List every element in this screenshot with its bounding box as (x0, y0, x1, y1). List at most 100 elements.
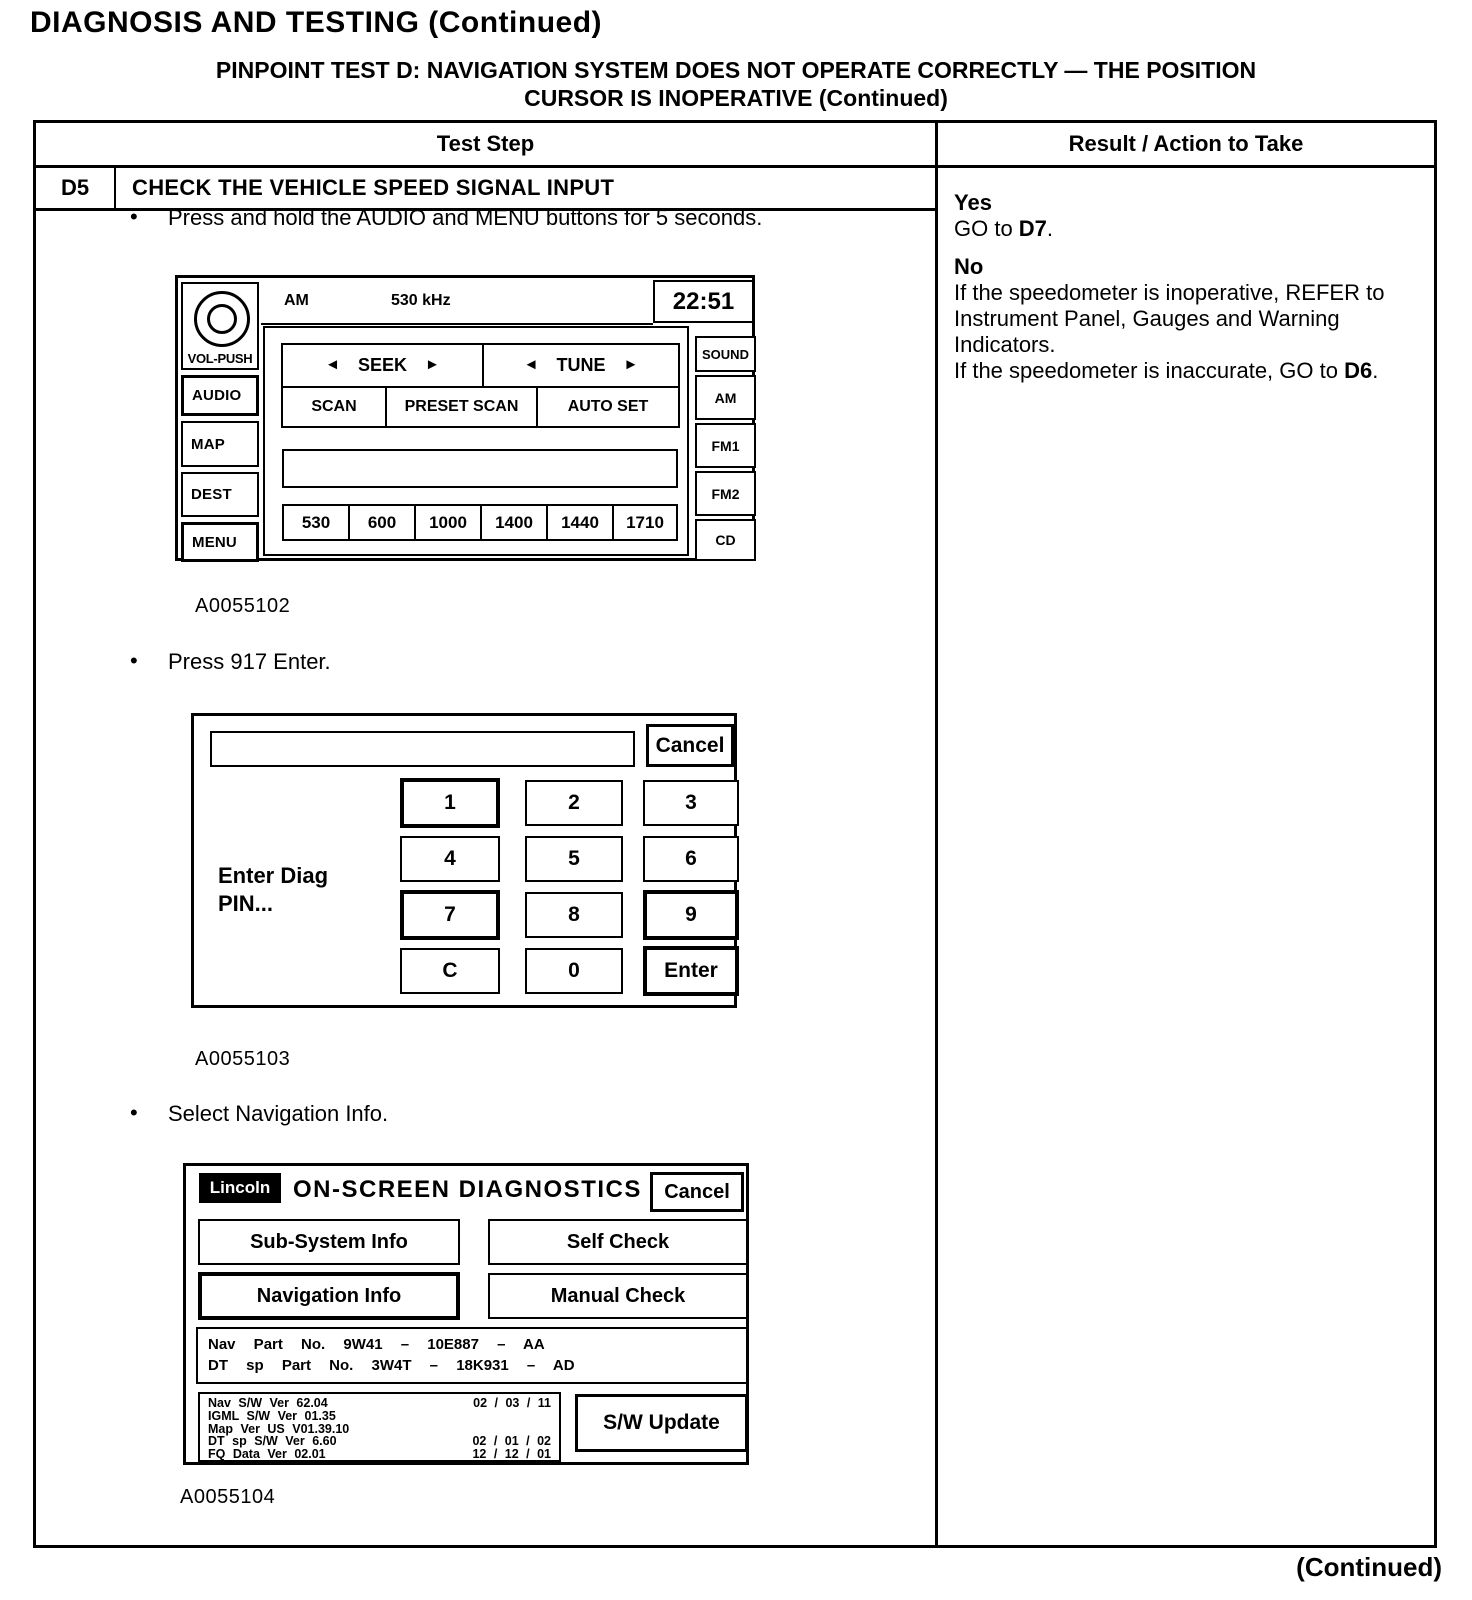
diagnostics-cancel-button[interactable]: Cancel (650, 1172, 744, 1212)
seek-right-arrow-icon[interactable]: ► (425, 356, 440, 373)
key-9[interactable]: 9 (643, 890, 739, 940)
tune-label: TUNE (556, 355, 606, 375)
seek-left-arrow-icon[interactable]: ◄ (325, 356, 340, 373)
version-row: DT sp S/W Ver 6.60 02 / 01 / 02 (208, 1435, 551, 1448)
key-7[interactable]: 7 (400, 890, 500, 940)
nav-part-number: Nav Part No. 9W41 – 10E887 – AA (208, 1336, 545, 1353)
preset-button-3[interactable]: 1000 (414, 504, 482, 541)
seek-button[interactable]: ◄ SEEK ► (281, 343, 484, 388)
onscreen-diagnostics-figure: Lincoln ON-SCREEN DIAGNOSTICS Cancel Sub… (183, 1163, 749, 1465)
key-2[interactable]: 2 (525, 780, 623, 826)
vol-push-label: VOL-PUSH (187, 351, 253, 366)
sub-system-info-button[interactable]: Sub-System Info (198, 1219, 460, 1265)
key-enter[interactable]: Enter (643, 946, 739, 996)
prompt-line-2: PIN... (218, 891, 274, 916)
yes-action-target: D7 (1018, 216, 1047, 241)
band-indicator: AM (284, 292, 309, 309)
version-label: FQ Data Ver 02.01 (208, 1447, 326, 1462)
dtsp-part-number: DT sp Part No. 3W4T – 18K931 – AD (208, 1357, 575, 1374)
frequency-readout: 530 kHz (391, 292, 451, 309)
no-action-2-period: . (1372, 358, 1379, 383)
am-button[interactable]: AM (695, 375, 756, 420)
prompt-line-1: Enter Diag (218, 863, 329, 888)
audio-button[interactable]: AUDIO (181, 375, 259, 416)
instruction-bullet-2: • Press 917 Enter. (130, 648, 331, 675)
page-title: DIAGNOSIS AND TESTING (Continued) (30, 6, 603, 39)
preset-button-6[interactable]: 1710 (612, 504, 678, 541)
fm1-button[interactable]: FM1 (695, 423, 756, 468)
self-check-button[interactable]: Self Check (488, 1219, 748, 1265)
version-date: 12 / 12 / 01 (472, 1447, 551, 1462)
subtitle-line-2: CURSOR IS INOPERATIVE (Continued) (524, 85, 948, 111)
radio-unit-figure: VOL-PUSH AUDIO MAP DEST MENU AM 530 kHz … (175, 275, 756, 562)
key-4[interactable]: 4 (400, 836, 500, 882)
tune-button[interactable]: ◄ TUNE ► (482, 343, 680, 388)
result-action-column-header: Result / Action to Take (1068, 131, 1304, 156)
clock-display: 22:51 (653, 280, 754, 323)
dest-button[interactable]: DEST (181, 472, 259, 517)
instruction-text-3: Select Navigation Info. (168, 1101, 389, 1126)
auto-set-button[interactable]: AUTO SET (536, 386, 680, 428)
map-button[interactable]: MAP (181, 421, 259, 467)
version-label: Nav S/W Ver 62.04 (208, 1396, 328, 1410)
version-label: DT sp S/W Ver 6.60 (208, 1434, 337, 1449)
yes-action-text: GO to (954, 216, 1019, 241)
instruction-text-1: Press and hold the AUDIO and MENU button… (168, 205, 763, 230)
test-step-column-header: Test Step (36, 123, 938, 165)
pin-keypad-figure: Cancel Enter Diag PIN... 1 2 3 4 5 6 7 8… (191, 713, 739, 1008)
sw-update-button[interactable]: S/W Update (575, 1394, 748, 1452)
preset-scan-button[interactable]: PRESET SCAN (385, 386, 538, 428)
cd-button[interactable]: CD (695, 519, 756, 561)
instruction-bullet-1: • Press and hold the AUDIO and MENU butt… (130, 204, 763, 231)
part-number-readout: Nav Part No. 9W41 – 10E887 – AA DT sp Pa… (196, 1327, 748, 1384)
software-version-readout: Nav S/W Ver 62.04 02 / 03 / 11 IGML S/W … (198, 1392, 561, 1462)
navigation-info-button[interactable]: Navigation Info (198, 1272, 460, 1320)
version-date: 02 / 01 / 02 (472, 1434, 551, 1449)
result-action-cell: Yes GO to D7. No If the speedometer is i… (938, 168, 1434, 1548)
version-label: IGML S/W Ver 01.35 (208, 1408, 336, 1423)
volume-knob-panel: VOL-PUSH (181, 282, 259, 370)
no-action-2-target: D6 (1344, 358, 1373, 383)
sound-button[interactable]: SOUND (695, 336, 756, 372)
figure-caption-1: A0055102 (195, 595, 291, 617)
key-clear[interactable]: C (400, 948, 500, 994)
key-1[interactable]: 1 (400, 778, 500, 828)
version-date: 02 / 03 / 11 (473, 1396, 551, 1410)
pin-input-field[interactable] (210, 731, 635, 767)
key-0[interactable]: 0 (525, 948, 623, 994)
version-row: IGML S/W Ver 01.35 (208, 1408, 551, 1423)
no-action-2-text: If the speedometer is inaccurate, GO to (954, 358, 1345, 383)
menu-button[interactable]: MENU (181, 522, 259, 562)
version-row: Nav S/W Ver 62.04 02 / 03 / 11 (208, 1397, 551, 1410)
tune-right-arrow-icon[interactable]: ► (623, 356, 639, 373)
no-action-2: If the speedometer is inaccurate, GO to … (954, 358, 1418, 384)
instruction-bullet-3: • Select Navigation Info. (130, 1100, 389, 1127)
bullet-icon: • (130, 1100, 138, 1125)
version-row: FQ Data Ver 02.01 12 / 12 / 01 (208, 1448, 551, 1461)
fm2-button[interactable]: FM2 (695, 471, 756, 516)
cancel-button[interactable]: Cancel (646, 724, 734, 767)
key-3[interactable]: 3 (643, 780, 739, 826)
preset-button-1[interactable]: 530 (282, 504, 350, 541)
tune-left-arrow-icon[interactable]: ◄ (523, 356, 539, 373)
pinpoint-test-table: Test Step Result / Action to Take D5 CHE… (33, 120, 1437, 1548)
figure-caption-3: A0055104 (180, 1486, 276, 1508)
subtitle-line-1: PINPOINT TEST D: NAVIGATION SYSTEM DOES … (215, 57, 1257, 83)
key-5[interactable]: 5 (525, 836, 623, 882)
yes-action: GO to D7. (954, 216, 1418, 242)
continued-footer: (Continued) (1296, 1552, 1442, 1582)
bullet-icon: • (130, 204, 138, 229)
version-row: Map Ver US V01.39.10 (208, 1422, 551, 1436)
preset-button-4[interactable]: 1400 (480, 504, 548, 541)
diagnostics-title: ON-SCREEN DIAGNOSTICS (293, 1176, 642, 1203)
key-6[interactable]: 6 (643, 836, 739, 882)
volume-knob-icon[interactable] (194, 291, 250, 347)
step-title: CHECK THE VEHICLE SPEED SIGNAL INPUT (132, 175, 615, 200)
step-header-row: D5 CHECK THE VEHICLE SPEED SIGNAL INPUT (36, 168, 935, 211)
preset-button-2[interactable]: 600 (348, 504, 416, 541)
preset-button-5[interactable]: 1440 (546, 504, 614, 541)
instruction-text-2: Press 917 Enter. (168, 649, 331, 674)
scan-button[interactable]: SCAN (281, 386, 387, 428)
key-8[interactable]: 8 (525, 892, 623, 938)
manual-check-button[interactable]: Manual Check (488, 1273, 748, 1319)
